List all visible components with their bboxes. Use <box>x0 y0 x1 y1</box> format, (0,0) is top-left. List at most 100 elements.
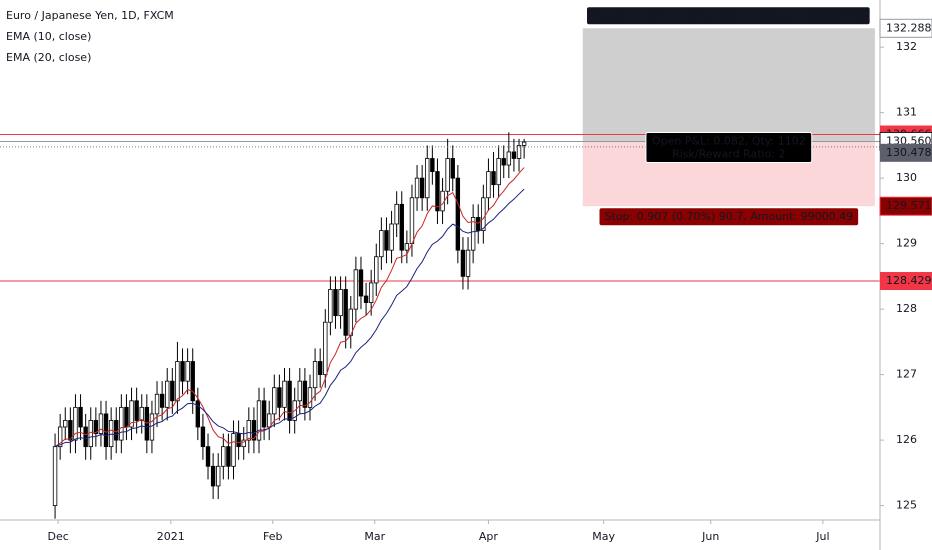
candle-body <box>430 158 435 172</box>
candle-body <box>261 400 267 428</box>
candle-body <box>78 406 83 428</box>
price-label-box <box>879 196 932 216</box>
stop-label: Stop: 0.907 (0.70%) 90.7, Amount: 99000.… <box>605 210 854 223</box>
candle-body <box>409 197 415 245</box>
candle-body <box>486 171 491 199</box>
x-tick-label: Apr <box>479 530 499 543</box>
price-label: 132.288 <box>886 21 932 34</box>
candle-body <box>384 230 389 251</box>
candle-body <box>231 433 236 467</box>
candle-body <box>154 393 160 415</box>
pnl-label-box <box>645 131 813 163</box>
candle-body <box>435 171 440 212</box>
y-tick-label: 129 <box>896 237 917 250</box>
candle-body <box>159 393 165 408</box>
candle-body <box>394 203 399 225</box>
x-tick-label: Feb <box>263 530 282 543</box>
candle-body <box>210 465 216 487</box>
price-label: 128.429 <box>886 274 932 287</box>
candle-body <box>287 380 292 421</box>
candle-body <box>57 426 63 448</box>
candle-body <box>353 269 359 310</box>
target-label: Target: 1.810 (1.39%) 181.0, Amount: 101… <box>592 9 865 22</box>
y-tick-label: 128 <box>896 302 917 315</box>
candle-body <box>226 446 231 467</box>
candle-body <box>205 446 211 467</box>
candle-body <box>185 361 190 382</box>
ema-line <box>54 188 525 448</box>
candle-body <box>236 433 241 448</box>
candle-body <box>455 177 461 251</box>
candle-body <box>419 177 425 199</box>
candle-body <box>251 420 257 441</box>
pnl-label: Risk/Reward Ratio: 2 <box>672 147 785 160</box>
candle-body <box>445 158 450 192</box>
candle-body <box>389 223 394 251</box>
candle-body <box>216 465 221 487</box>
candle-body <box>425 158 430 199</box>
candle-body <box>93 420 99 434</box>
candle-body <box>175 361 180 402</box>
x-tick-label: Mar <box>364 530 385 543</box>
candle-body <box>241 439 246 448</box>
y-tick-label: 131 <box>896 106 917 119</box>
x-tick-label: May <box>592 530 615 543</box>
price-label: 129.571 <box>886 199 932 212</box>
indicator-label: EMA (10, close) <box>6 30 91 43</box>
x-tick-label: 2021 <box>157 530 185 543</box>
candle-body <box>358 269 364 297</box>
candle-body <box>190 361 195 402</box>
target-label-box <box>587 7 870 25</box>
candle-body <box>476 217 481 231</box>
candle-body <box>200 426 206 448</box>
candle-body <box>465 249 471 277</box>
candle-body <box>149 413 155 441</box>
candle-body <box>103 413 109 448</box>
last-price-label: 130.478 <box>886 146 932 159</box>
candle-body <box>134 400 139 421</box>
candle-body <box>414 177 420 199</box>
y-tick-label: 132 <box>896 40 917 53</box>
last-price-box <box>880 143 932 162</box>
pnl-label: Open P&L: 0.082, Qty: 1102 <box>652 134 806 147</box>
candle-body <box>506 151 512 166</box>
candle-body <box>328 289 333 323</box>
candle-body <box>63 420 68 428</box>
candle-body <box>399 203 404 251</box>
candle-body <box>165 380 170 408</box>
candle-body <box>129 400 134 428</box>
candle-body <box>83 426 88 448</box>
candle-body <box>379 230 384 258</box>
candle-body <box>404 243 410 251</box>
candle-body <box>282 380 287 408</box>
candle-body <box>307 387 313 408</box>
candle-body <box>88 420 93 448</box>
candle-body <box>317 361 323 376</box>
y-tick-label: 126 <box>896 433 917 446</box>
candle-body <box>450 158 455 179</box>
candle-body <box>52 446 58 506</box>
plot-area <box>0 28 880 519</box>
candle-body <box>256 400 262 441</box>
candle-body <box>139 406 144 421</box>
candle-body <box>312 361 318 389</box>
x-tick-label: Dec <box>47 530 68 543</box>
candle-body <box>221 446 226 467</box>
candle-body <box>302 380 308 408</box>
candle-body <box>195 400 201 428</box>
y-tick-label: 125 <box>896 499 917 512</box>
x-tick-label: Jun <box>701 530 719 543</box>
price-label-box <box>880 272 932 291</box>
candle-body <box>496 158 501 186</box>
candle-body <box>491 171 496 186</box>
candle-body <box>460 249 466 277</box>
candle-body <box>267 413 272 428</box>
candle-body <box>108 420 114 448</box>
candle-body <box>68 420 73 441</box>
candle-body <box>368 282 374 303</box>
x-tick-label: Jul <box>815 530 829 543</box>
candle-body <box>119 406 124 441</box>
candle-body <box>98 413 104 434</box>
candle-body <box>170 380 175 402</box>
candle-body <box>124 406 129 428</box>
